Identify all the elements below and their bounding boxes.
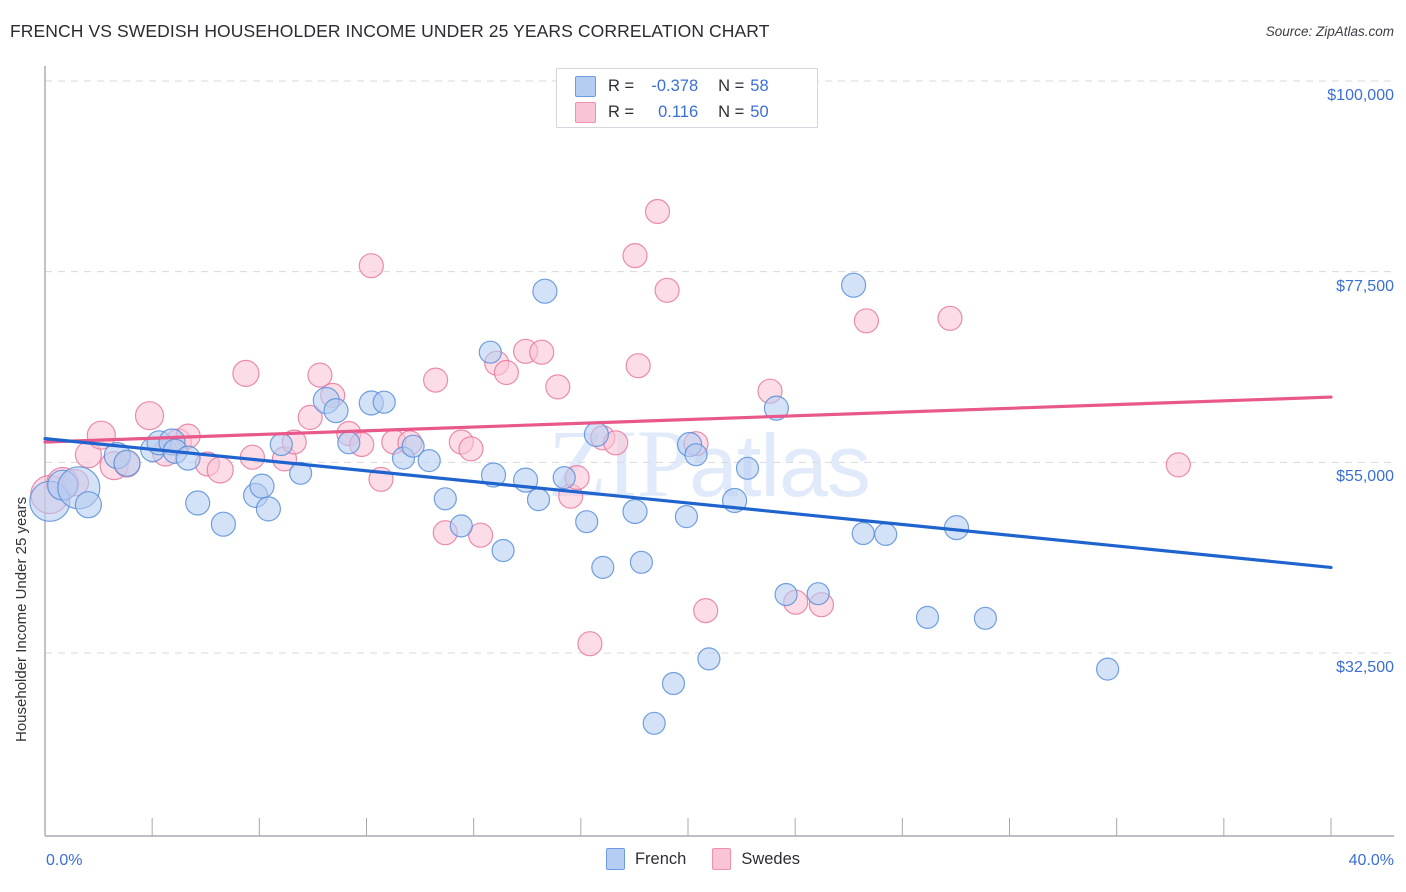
french-data-point[interactable] (337, 431, 361, 455)
swedes-trendline (43, 395, 1333, 444)
page-title: FRENCH VS SWEDISH HOUSEHOLDER INCOME UND… (10, 21, 770, 41)
french-data-point[interactable] (851, 521, 875, 546)
swedes-data-point[interactable] (644, 198, 671, 225)
french-data-point[interactable] (674, 504, 699, 529)
french-n-value: 58 (750, 76, 769, 95)
swedes-legend-label: Swedes (741, 849, 801, 868)
swedes-data-point[interactable] (458, 436, 484, 462)
swedes-data-point[interactable] (1165, 452, 1191, 478)
french-data-point[interactable] (526, 488, 551, 512)
swedes-legend-swatch-icon (712, 848, 732, 870)
source-attribution: Source: ZipAtlas.com (1265, 24, 1394, 39)
french-data-point[interactable] (684, 443, 708, 467)
y-tick-label-32500: $32,500 (1336, 659, 1394, 676)
french-r-value: -0.378 (651, 76, 699, 95)
french-data-point[interactable] (774, 582, 798, 607)
french-data-point[interactable] (289, 461, 313, 485)
french-data-point[interactable] (642, 711, 666, 735)
french-data-point[interactable] (763, 395, 790, 421)
x-tick-label-min: 0.0% (46, 852, 83, 869)
french-data-point[interactable] (185, 490, 211, 516)
swedes-data-point[interactable] (468, 522, 494, 548)
swedes-data-point[interactable] (693, 597, 719, 624)
french-trendline (43, 437, 1333, 570)
french-data-point[interactable] (491, 538, 515, 563)
french-data-point[interactable] (433, 487, 457, 511)
french-data-point[interactable] (973, 606, 998, 630)
swedes-data-point[interactable] (358, 253, 384, 279)
swedes-data-point[interactable] (232, 359, 260, 387)
swedes-data-point[interactable] (853, 308, 880, 334)
french-legend-label: French (634, 849, 687, 868)
french-data-point[interactable] (697, 647, 721, 671)
swedes-data-point[interactable] (307, 362, 333, 388)
y-tick-label-55000: $55,000 (1336, 468, 1394, 486)
french-data-point[interactable] (735, 456, 760, 480)
french-data-point[interactable] (74, 491, 103, 519)
french-data-point[interactable] (575, 510, 599, 534)
swedes-data-point[interactable] (625, 353, 651, 379)
french-data-point[interactable] (622, 498, 648, 525)
y-tick-label-77500: $77,500 (1336, 277, 1394, 295)
swedes-data-point[interactable] (577, 631, 603, 657)
swedes-points (30, 198, 1191, 657)
swedes-n-label: N = (718, 102, 745, 121)
correlation-stats-legend: R = -0.378 N = 58 R = 0.116 N = 50 (556, 68, 818, 128)
legend-item-swedes[interactable]: Swedes (712, 848, 800, 870)
french-data-point[interactable] (532, 278, 558, 304)
french-data-point[interactable] (417, 449, 441, 473)
french-data-point[interactable] (113, 449, 141, 477)
french-data-point[interactable] (323, 398, 349, 424)
swedes-data-point[interactable] (134, 401, 165, 431)
french-data-point[interactable] (269, 432, 293, 457)
french-data-point[interactable] (249, 473, 275, 499)
stats-row-swedes: R = 0.116 N = 50 (557, 99, 817, 125)
swedes-data-point[interactable] (937, 305, 963, 331)
swedes-data-point[interactable] (529, 339, 555, 365)
french-data-point[interactable] (629, 550, 654, 574)
french-data-point[interactable] (255, 496, 281, 522)
swedes-color-swatch-icon (575, 101, 596, 123)
french-data-point[interactable] (175, 445, 201, 471)
french-data-point[interactable] (915, 605, 940, 630)
x-tick-label-max: 40.0% (1348, 852, 1394, 869)
french-data-point[interactable] (661, 671, 686, 696)
french-data-point[interactable] (583, 421, 610, 447)
french-data-point[interactable] (840, 272, 867, 298)
swedes-data-point[interactable] (206, 456, 234, 484)
series-legend: French Swedes (0, 848, 1406, 870)
french-data-point[interactable] (478, 340, 502, 364)
swedes-r-label: R = (608, 102, 635, 121)
french-color-swatch-icon (575, 75, 596, 97)
french-r-label: R = (608, 76, 635, 95)
french-data-point[interactable] (552, 466, 576, 490)
swedes-data-point[interactable] (297, 404, 323, 430)
swedes-data-point[interactable] (654, 277, 680, 303)
french-legend-swatch-icon (605, 848, 625, 870)
french-data-point[interactable] (1095, 657, 1120, 681)
swedes-data-point[interactable] (423, 367, 449, 393)
swedes-r-value: 0.116 (658, 102, 699, 121)
french-data-point[interactable] (210, 511, 236, 537)
y-tick-label-100000: $100,000 (1327, 87, 1394, 104)
swedes-data-point[interactable] (493, 359, 519, 386)
swedes-data-point[interactable] (622, 243, 648, 269)
french-data-point[interactable] (449, 514, 473, 538)
french-data-point[interactable] (806, 582, 830, 606)
french-data-point[interactable] (874, 522, 898, 547)
swedes-data-point[interactable] (545, 374, 571, 400)
stats-row-french: R = -0.378 N = 58 (557, 73, 817, 99)
swedes-n-value: 50 (750, 102, 769, 121)
french-data-point[interactable] (401, 434, 425, 458)
french-n-label: N = (718, 76, 745, 95)
french-data-point[interactable] (480, 462, 507, 488)
french-data-point[interactable] (591, 555, 615, 580)
french-points (29, 272, 1120, 735)
french-data-point[interactable] (372, 390, 396, 414)
legend-item-french[interactable]: French (605, 848, 687, 870)
